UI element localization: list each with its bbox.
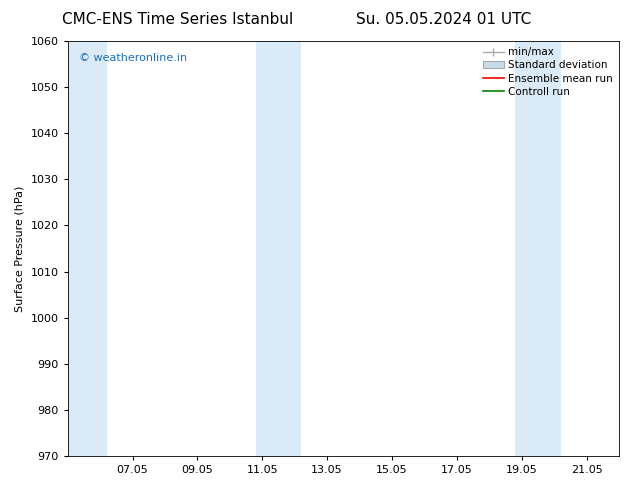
Legend: min/max, Standard deviation, Ensemble mean run, Controll run: min/max, Standard deviation, Ensemble me… [479,43,617,101]
Text: © weatheronline.in: © weatheronline.in [79,53,187,64]
Bar [256,41,301,456]
Bar [68,41,107,456]
Bar [515,41,560,456]
Text: CMC-ENS Time Series Istanbul: CMC-ENS Time Series Istanbul [62,12,293,27]
Text: Su. 05.05.2024 01 UTC: Su. 05.05.2024 01 UTC [356,12,531,27]
Y-axis label: Surface Pressure (hPa): Surface Pressure (hPa) [15,185,25,312]
